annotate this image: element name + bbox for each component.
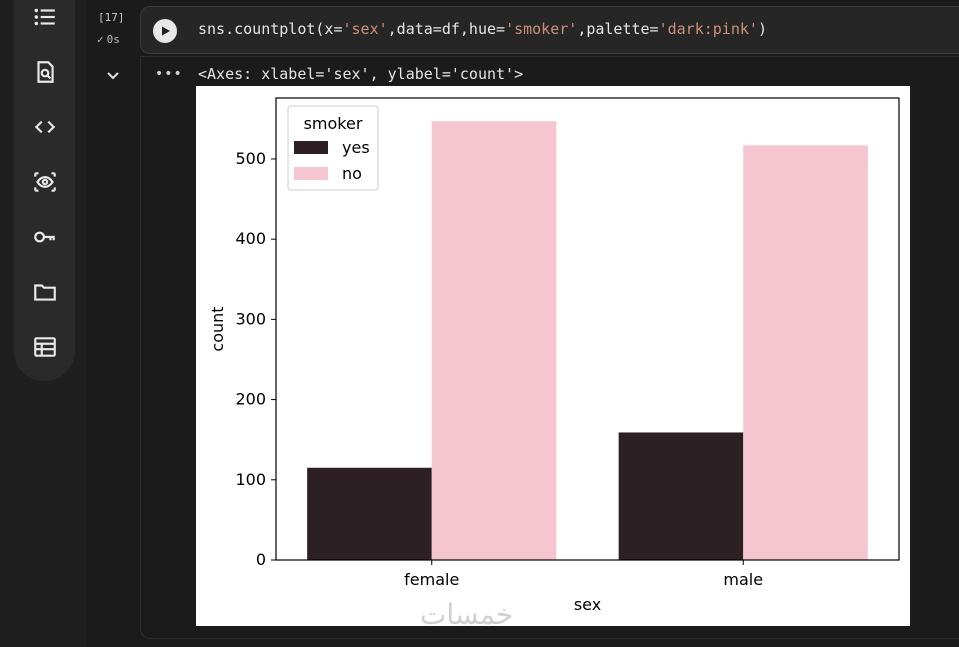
y-tick-label: 100: [235, 470, 266, 489]
data-table-icon[interactable]: [28, 330, 62, 364]
run-cell-button[interactable]: [153, 19, 177, 43]
execution-status: ✓ 0s: [97, 33, 120, 46]
secrets-key-icon[interactable]: [28, 220, 62, 254]
axes-frame: [275, 97, 900, 561]
checkmark-icon: ✓: [97, 33, 104, 46]
find-icon[interactable]: [28, 55, 62, 89]
execution-time: 0s: [106, 33, 120, 46]
y-tick-label: 300: [235, 309, 266, 328]
code-text[interactable]: sns.countplot(x='sex',data=df,hue='smoke…: [198, 20, 767, 38]
y-tick-label: 0: [256, 550, 266, 569]
code-snippets-icon[interactable]: [28, 110, 62, 144]
variables-icon[interactable]: [28, 165, 62, 199]
legend-title: smoker: [304, 114, 363, 133]
legend-swatch-yes: [294, 141, 328, 154]
bar-female-no: [431, 121, 557, 560]
code-editor[interactable]: [140, 6, 959, 54]
x-tick-label: male: [723, 570, 763, 589]
cell-output: [140, 56, 959, 639]
y-axis-label: count: [208, 306, 227, 351]
side-panel: [14, 0, 75, 381]
output-text: <Axes: xlabel='sex', ylabel='count'>: [198, 65, 524, 83]
legend-label-yes: yes: [342, 138, 370, 157]
chart-svg: female male 0 100 200 300 400 500 sex count smoker…: [208, 97, 900, 614]
bar-female-yes: [307, 467, 432, 560]
x-axis-label: sex: [574, 595, 601, 614]
execution-count: [17]: [98, 11, 125, 24]
collapse-output-icon[interactable]: [104, 67, 122, 85]
watermark-logo: خمسات: [420, 598, 514, 631]
x-tick-label: female: [404, 570, 459, 589]
bar-male-yes: [618, 432, 744, 560]
legend-swatch-no: [294, 167, 328, 180]
y-tick-label: 200: [235, 390, 266, 409]
files-folder-icon[interactable]: [28, 275, 62, 309]
bar-male-no: [743, 145, 868, 560]
countplot-figure: female male 0 100 200 300 400 500 sex count smoker…: [196, 86, 910, 626]
y-tick-label: 500: [235, 149, 266, 168]
table-of-contents-icon[interactable]: [28, 0, 62, 34]
play-icon: [162, 26, 170, 36]
legend-label-no: no: [342, 164, 362, 183]
output-actions-menu[interactable]: •••: [155, 66, 183, 82]
y-tick-label: 400: [235, 229, 266, 248]
